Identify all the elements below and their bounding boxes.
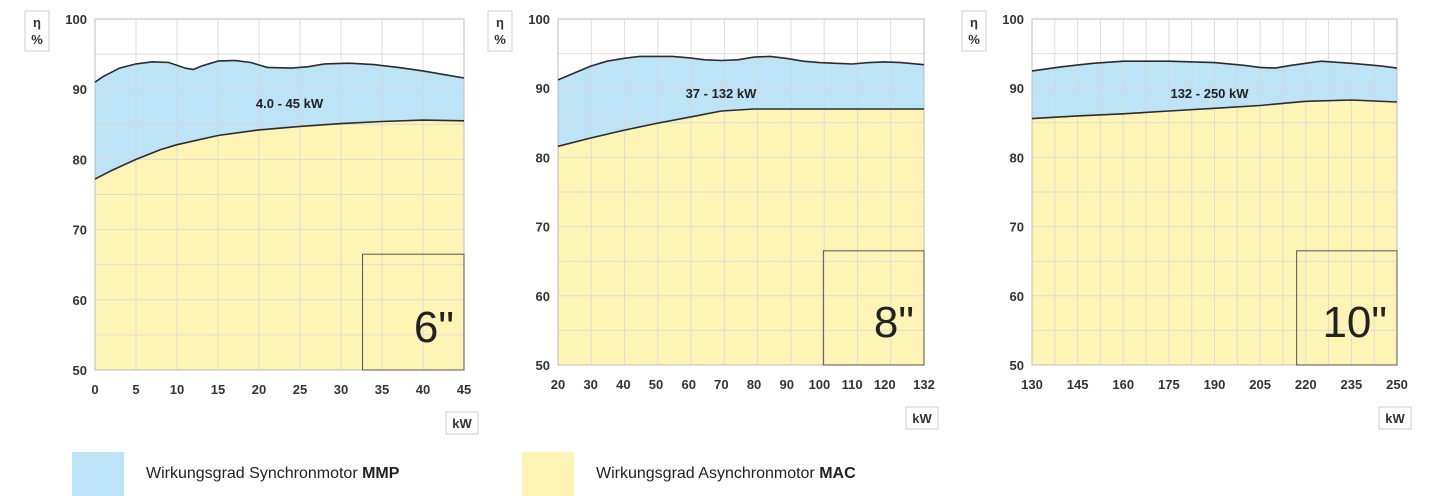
x-tick-label: 30: [334, 382, 348, 397]
y-unit-box: [24, 10, 50, 52]
plot-frame: [557, 18, 925, 366]
y-tick-label: 70: [536, 220, 550, 235]
range-label: 37 - 132 kW: [686, 86, 758, 101]
y-tick-label: 50: [1010, 358, 1024, 373]
x-tick-label: 0: [91, 382, 98, 397]
x-tick-label: 30: [583, 377, 597, 392]
x-tick-label: 50: [649, 377, 663, 392]
legend-swatch-synchron: [72, 452, 124, 496]
x-tick-label: 80: [747, 377, 761, 392]
area-synchron: [95, 60, 464, 180]
legend-item-asynchron: Wirkungsgrad Asynchronmotor MAC: [522, 452, 856, 496]
x-tick-label: 70: [714, 377, 728, 392]
size-box: [822, 250, 925, 366]
y-axis-symbol: η: [33, 15, 41, 30]
range-label: 4.0 - 45 kW: [256, 96, 324, 111]
y-tick-label: 90: [1010, 81, 1024, 96]
y-unit-box: [961, 10, 987, 52]
x-unit-box: [445, 411, 479, 435]
x-unit-box: [905, 406, 939, 430]
chart-panel-2: 8" 37 - 132 kW 50 60 70 80 90 100 20 30 40 50 60 70 80…: [487, 10, 939, 430]
plot-frame: [94, 18, 465, 371]
x-tick-label: 250: [1386, 377, 1408, 392]
x-tick-label: 15: [211, 382, 225, 397]
series-line-asynchron: [1031, 99, 1398, 120]
x-tick-label: 20: [551, 377, 565, 392]
series-line-synchron: [557, 55, 925, 81]
legend-swatch-asynchron: [522, 452, 574, 496]
y-axis-symbol: η: [970, 15, 978, 30]
series-line-asynchron: [94, 119, 465, 180]
x-tick-label: 100: [809, 377, 831, 392]
y-tick-label: 90: [536, 81, 550, 96]
x-axis-unit: kW: [1385, 411, 1405, 426]
x-tick-label: 132: [913, 377, 935, 392]
y-tick-label: 70: [1010, 220, 1024, 235]
x-tick-label: 25: [293, 382, 307, 397]
x-tick-label: 235: [1341, 377, 1363, 392]
y-tick-label: 80: [73, 152, 87, 167]
size-box: [362, 253, 465, 371]
y-tick-label: 80: [1010, 150, 1024, 165]
x-tick-label: 60: [681, 377, 695, 392]
y-tick-label: 50: [73, 363, 87, 378]
area-synchron: [558, 56, 924, 147]
x-tick-label: 205: [1249, 377, 1271, 392]
y-tick-label: 60: [73, 293, 87, 308]
x-tick-label: 40: [416, 382, 430, 397]
area-asynchron: [95, 120, 464, 370]
x-tick-label: 120: [874, 377, 896, 392]
size-label: 10": [1322, 298, 1387, 347]
size-box: [1296, 250, 1398, 366]
y-tick-label: 100: [65, 12, 87, 27]
x-tick-label: 90: [780, 377, 794, 392]
x-tick-label: 145: [1067, 377, 1089, 392]
y-tick-label: 60: [1010, 289, 1024, 304]
legend-label-asynchron: Wirkungsgrad Asynchronmotor MAC: [596, 465, 856, 482]
x-tick-label: 45: [457, 382, 471, 397]
x-tick-label: 190: [1204, 377, 1226, 392]
x-tick-label: 175: [1158, 377, 1180, 392]
x-tick-label: 220: [1295, 377, 1317, 392]
x-unit-box: [1378, 406, 1412, 430]
legend-item-synchron: Wirkungsgrad Synchronmotor MMP: [72, 452, 399, 496]
x-tick-label: 40: [616, 377, 630, 392]
plot-frame: [1031, 18, 1398, 366]
y-tick-label: 60: [536, 289, 550, 304]
y-tick-label: 80: [536, 150, 550, 165]
x-tick-label: 35: [375, 382, 389, 397]
series-line-synchron: [94, 59, 465, 83]
area-asynchron: [558, 109, 924, 365]
efficiency-charts: 6" 4.0 - 45 kW 50 60 70 80 90 100 0 5 10 15 20 25 30 35…: [24, 10, 1412, 435]
size-label: 8": [874, 298, 914, 347]
y-axis-unit: %: [494, 32, 506, 47]
y-axis-unit: %: [31, 32, 43, 47]
series-line-asynchron: [557, 108, 924, 148]
x-tick-label: 110: [842, 377, 863, 392]
y-axis-symbol: η: [496, 15, 504, 30]
series-line-synchron: [1031, 60, 1398, 72]
y-tick-label: 100: [528, 12, 550, 27]
chart-panel-1: 6" 4.0 - 45 kW 50 60 70 80 90 100 0 5 10 15 20 25 30 35…: [24, 10, 479, 435]
range-label: 132 - 250 kW: [1170, 86, 1249, 101]
y-unit-box: [487, 10, 513, 52]
legend-label-synchron: Wirkungsgrad Synchronmotor MMP: [146, 465, 400, 482]
y-tick-label: 50: [536, 358, 550, 373]
x-tick-label: 5: [132, 382, 139, 397]
y-tick-label: 90: [73, 82, 87, 97]
y-tick-label: 100: [1002, 12, 1024, 27]
size-label: 6": [414, 303, 454, 352]
x-tick-label: 10: [170, 382, 184, 397]
x-tick-label: 20: [252, 382, 266, 397]
x-axis-unit: kW: [912, 411, 932, 426]
y-axis-unit: %: [968, 32, 980, 47]
x-axis-unit: kW: [452, 416, 472, 431]
chart-panel-3: 10" 132 - 250 kW 50 60 70 80 90 100 130 145 160 175…: [961, 10, 1412, 430]
x-tick-label: 130: [1021, 377, 1043, 392]
x-tick-label: 160: [1112, 377, 1134, 392]
y-tick-label: 70: [73, 223, 87, 238]
